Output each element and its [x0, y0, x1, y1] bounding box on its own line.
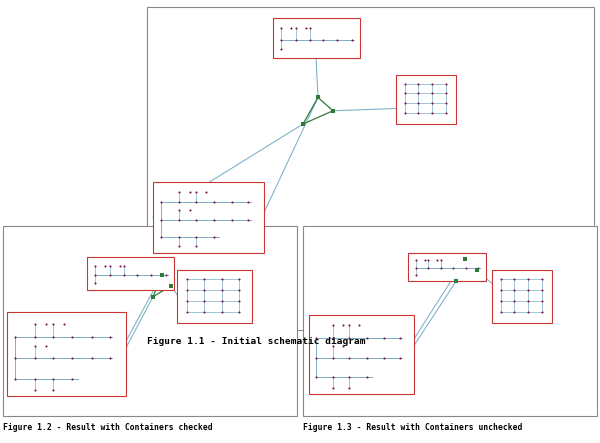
- Text: Figure 1.3 - Result with Containers unchecked: Figure 1.3 - Result with Containers unch…: [303, 423, 523, 432]
- Bar: [7, 312, 126, 396]
- Bar: [492, 270, 552, 323]
- Bar: [303, 226, 597, 416]
- Bar: [87, 257, 174, 290]
- Bar: [147, 7, 594, 330]
- Bar: [177, 270, 252, 323]
- Bar: [396, 75, 456, 124]
- Bar: [408, 253, 486, 281]
- Text: Figure 1.2 - Result with Containers checked: Figure 1.2 - Result with Containers chec…: [3, 423, 212, 432]
- Bar: [273, 18, 360, 58]
- Bar: [309, 315, 414, 394]
- Bar: [3, 226, 297, 416]
- Bar: [153, 182, 264, 253]
- Text: Figure 1.1 - Initial schematic diagram: Figure 1.1 - Initial schematic diagram: [147, 337, 365, 346]
